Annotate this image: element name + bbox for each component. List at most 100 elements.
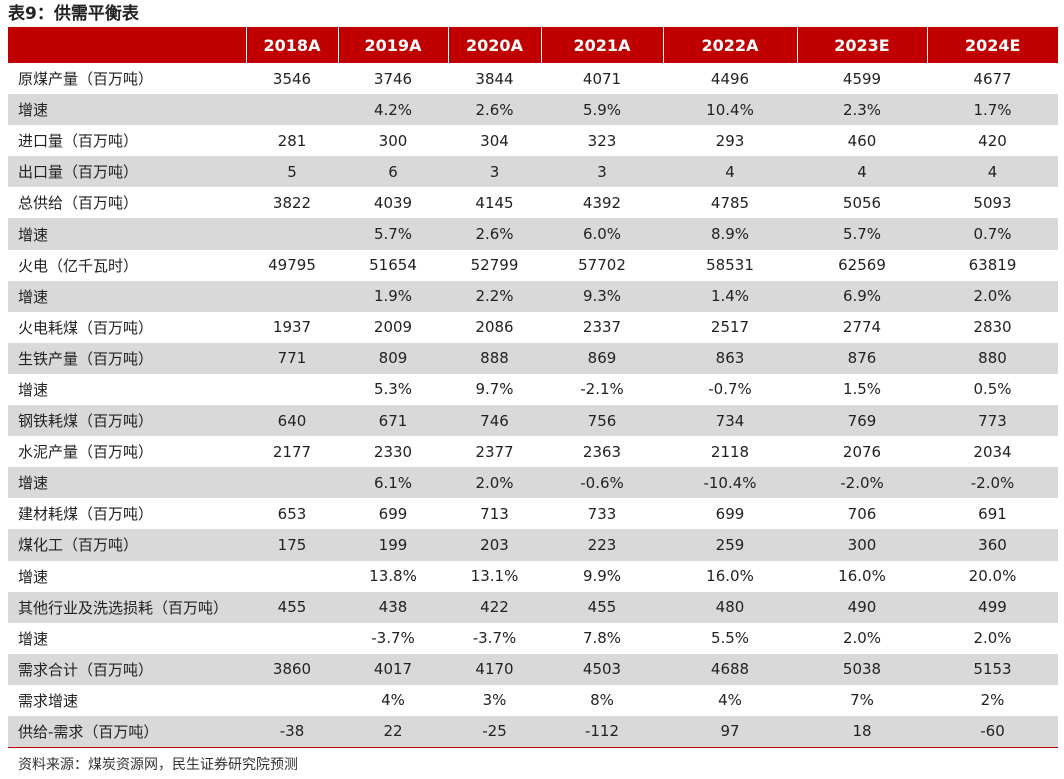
row-label: 进口量（百万吨）	[18, 132, 139, 151]
value-cell-2023e: 6.9%	[797, 280, 927, 312]
table-row: 建材耗煤（百万吨） 653 699 713 733 699 706 691	[8, 498, 1058, 529]
table-row: 出口量（百万吨） 5 6 3 3 4 4 4	[8, 156, 1058, 188]
value-cell-2019a: 699	[378, 504, 408, 523]
value-cell-2023e: 7%	[850, 691, 874, 710]
value-cell-2019a: 3746	[373, 69, 413, 88]
table-row: 增速 5.3% 9.7% -2.1% -0.7% 1.5% 0.5%	[8, 374, 1058, 405]
value-cell-2019a: 6.1%	[338, 467, 448, 499]
value-cell-2024e: -60	[927, 715, 1058, 748]
value-cell-2020a: 52799	[470, 256, 519, 275]
value-cell-2019a: 671	[338, 405, 448, 437]
value-cell-2020a: 746	[448, 405, 541, 437]
value-cell-2023e: 490	[797, 591, 927, 623]
value-cell-2019a: 4%	[381, 691, 405, 710]
value-cell-2023e: 876	[797, 342, 927, 374]
value-cell-2018a: 2177	[272, 442, 312, 461]
value-cell-2019a: 22	[338, 715, 448, 748]
value-cell-2024e: 499	[927, 591, 1058, 623]
value-cell-2021a: 8%	[590, 691, 614, 710]
value-cell-2022a: 699	[715, 504, 745, 523]
value-cell-2024e: 4	[927, 156, 1058, 188]
value-cell-2018a: 3546	[272, 69, 312, 88]
row-label: 供给-需求（百万吨）	[8, 715, 246, 748]
value-cell-2019a: 809	[338, 342, 448, 374]
row-label: 增速	[8, 467, 246, 499]
table-title: 表9：供需平衡表	[8, 4, 139, 24]
value-cell-2020a: 304	[480, 131, 509, 150]
value-cell-2019a: 4.2%	[338, 94, 448, 126]
value-cell-2018a: 653	[277, 504, 307, 523]
value-cell-2020a: 3	[448, 156, 541, 188]
row-label: 增速	[8, 94, 246, 126]
value-cell-2019a: 4017	[338, 653, 448, 685]
value-cell-2024e: 2%	[980, 691, 1005, 710]
value-cell-2022a: 863	[663, 342, 797, 374]
header-year-2020a: 2020A	[447, 27, 541, 63]
value-cell-2024e: 0.7%	[927, 218, 1058, 250]
value-cell-2021a: -112	[541, 715, 663, 748]
value-cell-2019a: 438	[338, 591, 448, 623]
table-row: 火电（亿千瓦时） 49795 51654 52799 57702 58531 62569 63…	[8, 250, 1058, 281]
value-cell-2022a: 10.4%	[663, 94, 797, 126]
row-label: 钢铁耗煤（百万吨）	[8, 405, 246, 437]
value-cell-2023e: 4599	[842, 69, 882, 88]
row-label: 增速	[8, 280, 246, 312]
value-cell-2024e: 2830	[973, 318, 1012, 337]
row-label: 增速	[18, 629, 49, 648]
value-cell-2021a: 2363	[582, 442, 622, 461]
row-label: 原煤产量（百万吨）	[18, 70, 154, 89]
row-label: 水泥产量（百万吨）	[18, 443, 154, 462]
table-row: 供给-需求（百万吨） -38 22 -25 -112 97 18 -60	[8, 715, 1058, 748]
value-cell-2022a: 16.0%	[706, 567, 754, 586]
value-cell-2020a: 3844	[475, 69, 514, 88]
header-year-2024e: 2024E	[926, 27, 1058, 63]
value-cell-2018a: 3860	[246, 653, 338, 685]
value-cell-2018a: 771	[246, 342, 338, 374]
value-cell-2020a: 2.0%	[448, 467, 541, 499]
value-cell-2023e: 16.0%	[838, 567, 886, 586]
value-cell-2020a: -3.7%	[472, 629, 517, 648]
value-cell-2021a: 5.9%	[541, 94, 663, 126]
header-year-2021a: 2021A	[540, 27, 663, 63]
value-cell-2021a: -0.6%	[541, 467, 663, 499]
value-cell-2019a: -3.7%	[371, 629, 415, 648]
value-cell-2019a: 13.8%	[369, 567, 417, 586]
value-cell-2024e: 5093	[973, 193, 1012, 212]
value-cell-2018a: -38	[246, 715, 338, 748]
value-cell-2024e: 5153	[927, 653, 1058, 685]
value-cell-2020a: 9.7%	[475, 380, 514, 399]
value-cell-2021a: 733	[587, 504, 617, 523]
value-cell-2020a: 203	[448, 529, 541, 561]
value-cell-2018a	[246, 623, 338, 654]
value-cell-2019a: 1.9%	[338, 280, 448, 312]
value-cell-2022a: 2517	[710, 318, 750, 337]
value-cell-2018a: 281	[277, 131, 307, 150]
value-cell-2022a: 58531	[706, 256, 754, 275]
row-label: 增速	[8, 218, 246, 250]
value-cell-2018a	[246, 467, 338, 499]
table-row: 生铁产量（百万吨） 771 809 888 869 863 876 880	[8, 342, 1058, 374]
value-cell-2021a: 869	[541, 342, 663, 374]
value-cell-2023e: -2.0%	[797, 467, 927, 499]
value-cell-2023e: 18	[797, 715, 927, 748]
table-row: 总供给（百万吨） 3822 4039 4145 4392 4785 5056 5093	[8, 187, 1058, 218]
value-cell-2024e: 420	[978, 131, 1007, 150]
row-label: 火电（亿千瓦时）	[18, 256, 139, 275]
table-row: 增速 1.9% 2.2% 9.3% 1.4% 6.9% 2.0%	[8, 280, 1058, 312]
value-cell-2024e: 691	[978, 504, 1007, 523]
header-year-2019a: 2019A	[337, 27, 448, 63]
row-label: 需求合计（百万吨）	[8, 653, 246, 685]
value-cell-2022a: 4785	[710, 193, 750, 212]
value-cell-2021a: 57702	[578, 256, 626, 275]
table-row: 增速 -3.7% -3.7% 7.8% 5.5% 2.0% 2.0%	[8, 623, 1058, 654]
value-cell-2021a: 223	[541, 529, 663, 561]
value-cell-2024e: 2.0%	[973, 629, 1012, 648]
value-cell-2018a: 455	[246, 591, 338, 623]
value-cell-2023e: 62569	[838, 256, 886, 275]
value-cell-2022a: 4	[663, 156, 797, 188]
table-row: 水泥产量（百万吨） 2177 2330 2377 2363 2118 2076 2034	[8, 436, 1058, 467]
value-cell-2024e: 2034	[973, 442, 1012, 461]
value-cell-2022a: 8.9%	[663, 218, 797, 250]
value-cell-2022a: 259	[663, 529, 797, 561]
value-cell-2020a: 713	[480, 504, 509, 523]
